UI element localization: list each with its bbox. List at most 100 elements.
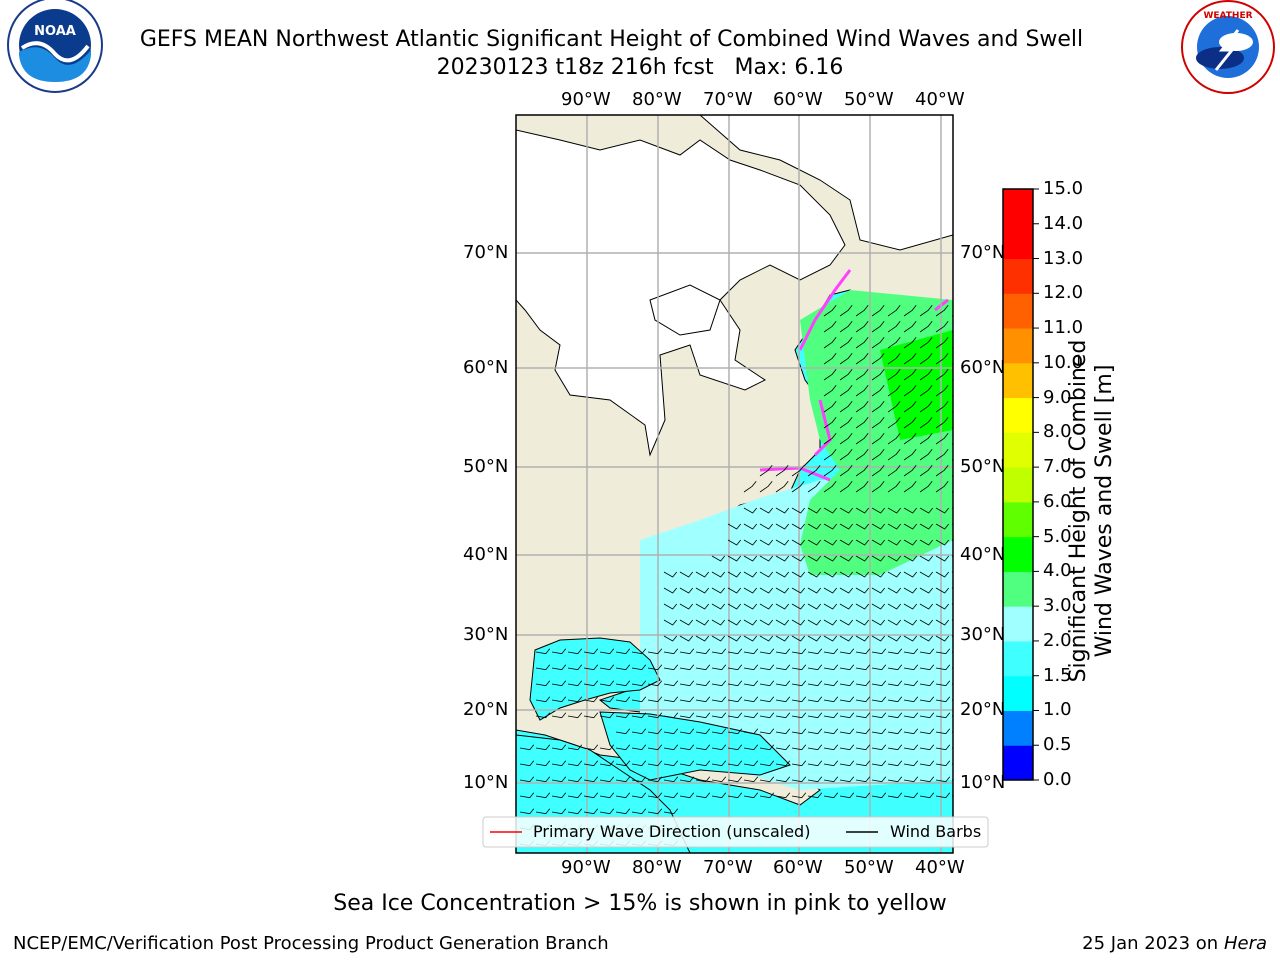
wind-barb xyxy=(887,648,903,655)
wind-barb xyxy=(695,603,710,610)
wind-barb xyxy=(855,571,870,578)
map-canvas xyxy=(516,115,953,853)
colorbar-tick-label: 15.0 xyxy=(1043,178,1084,199)
wind-barb xyxy=(695,760,711,767)
wind-barb xyxy=(615,664,631,671)
wind-barb xyxy=(583,792,599,799)
wind-barb xyxy=(839,481,853,493)
wind-barb xyxy=(855,712,871,719)
wind-barb xyxy=(583,776,599,783)
wind-barb xyxy=(855,664,871,671)
wind-barb xyxy=(727,696,743,703)
wind-barb xyxy=(903,760,919,767)
wind-barb xyxy=(679,776,695,783)
wind-barb xyxy=(807,465,821,477)
wind-barb xyxy=(887,507,902,514)
wind-barb xyxy=(743,587,758,594)
wind-barb xyxy=(871,481,885,493)
wind-barb xyxy=(887,635,902,642)
wind-barb xyxy=(887,417,901,429)
wind-barb xyxy=(775,744,791,751)
wind-barb xyxy=(551,760,567,767)
wind-barb xyxy=(759,555,774,562)
wind-barb xyxy=(791,587,806,594)
wind-barb xyxy=(903,619,918,626)
wind-barb xyxy=(567,744,583,751)
wind-barb xyxy=(535,664,551,671)
wind-barb xyxy=(727,664,743,671)
wind-barb xyxy=(919,449,933,461)
wind-barb xyxy=(679,619,694,626)
wind-barb xyxy=(743,664,759,671)
wind-barb xyxy=(887,696,903,703)
colorbar-tick-label: 3.0 xyxy=(1043,595,1072,617)
wind-barb xyxy=(631,680,647,687)
wind-barb xyxy=(535,744,551,751)
colorbar-tick-label: 2.0 xyxy=(1043,629,1072,651)
wind-barb xyxy=(791,619,806,626)
wind-barb xyxy=(743,523,758,530)
wind-barb xyxy=(775,680,791,687)
wind-barb xyxy=(855,744,871,751)
wind-barb xyxy=(791,792,807,799)
wind-barb xyxy=(935,696,951,703)
wind-barb xyxy=(711,792,727,799)
wind-barb xyxy=(919,417,933,429)
wind-barb xyxy=(583,712,599,719)
wind-barb xyxy=(887,305,901,317)
wind-barb xyxy=(855,728,871,735)
wind-barb xyxy=(935,555,950,562)
wind-barb xyxy=(839,433,853,445)
colorbar-segment xyxy=(1003,328,1033,364)
wind-barb xyxy=(727,571,742,578)
wind-barb xyxy=(551,792,567,799)
lat-label-right: 40°N xyxy=(960,544,1006,565)
gulf-of-mexico xyxy=(529,637,661,721)
wind-barb xyxy=(631,776,647,783)
wind-barb xyxy=(663,571,678,578)
wind-barb xyxy=(727,523,742,530)
wind-barb xyxy=(807,680,823,687)
lon-label-bottom: 80°W xyxy=(632,857,682,878)
wind-barb xyxy=(647,712,663,719)
wind-barb xyxy=(871,369,885,381)
wind-barb xyxy=(887,571,902,578)
wind-barb xyxy=(871,571,886,578)
map-subtitle: 20230123 t18z 216h fcst Max: 6.16 xyxy=(436,55,844,80)
wind-barb xyxy=(823,792,839,799)
wind-barb xyxy=(855,507,870,514)
wind-barb xyxy=(711,587,726,594)
wind-barb xyxy=(839,635,854,642)
wind-barb xyxy=(663,587,678,594)
wind-barb xyxy=(855,776,871,783)
wind-barb xyxy=(551,744,567,751)
wind-barb xyxy=(903,321,917,333)
wind-barb xyxy=(775,760,791,767)
wind-barb xyxy=(935,337,949,349)
wind-barb xyxy=(823,449,837,461)
lat-label-right: 20°N xyxy=(960,699,1006,720)
colorbar-segment xyxy=(1003,536,1033,572)
wind-barb xyxy=(951,731,953,733)
wind-barb xyxy=(615,760,631,767)
wind-barb xyxy=(695,712,711,719)
wind-barb xyxy=(887,776,903,783)
wind-barb xyxy=(631,648,647,655)
wind-barb xyxy=(727,760,743,767)
wind-barb xyxy=(679,792,695,799)
wind-barb xyxy=(631,712,647,719)
wind-barb xyxy=(791,555,806,562)
wind-barb xyxy=(791,635,806,642)
wind-barb xyxy=(951,747,953,749)
wind-barb xyxy=(935,401,949,413)
hudson-bay xyxy=(649,284,721,336)
wind-barb xyxy=(599,696,615,703)
wind-barb xyxy=(551,664,567,671)
lon-label-top: 50°W xyxy=(844,89,894,110)
wind-barb xyxy=(935,635,950,642)
wind-barb xyxy=(903,337,917,349)
wind-barb xyxy=(919,433,933,445)
wind-barb xyxy=(519,776,535,783)
greenland-white xyxy=(699,115,953,251)
wind-barb xyxy=(583,648,599,655)
